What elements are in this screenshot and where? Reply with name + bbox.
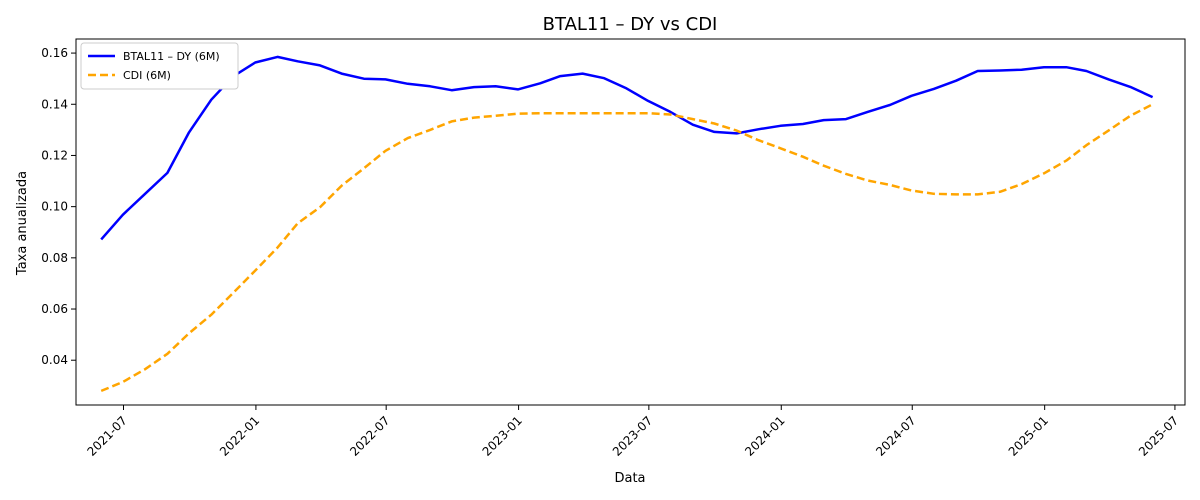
legend: BTAL11 – DY (6M) CDI (6M) bbox=[80, 42, 239, 90]
series-line-cdi bbox=[100, 103, 1154, 393]
y-tick-label: 0.12 bbox=[41, 148, 68, 162]
chart-title: BTAL11 – DY vs CDI bbox=[543, 14, 718, 35]
x-axis-label: Data bbox=[614, 471, 645, 486]
y-axis-ticks: 0.04 0.06 0.08 0.10 0.12 0.14 0.16 bbox=[41, 46, 76, 367]
y-tick-label: 0.14 bbox=[41, 97, 68, 111]
series-line-dy bbox=[100, 55, 1154, 241]
legend-label-dy: BTAL11 – DY (6M) bbox=[123, 50, 220, 63]
y-tick-label: 0.04 bbox=[41, 353, 68, 367]
y-tick-label: 0.16 bbox=[41, 46, 68, 60]
y-tick-label: 0.10 bbox=[41, 200, 68, 214]
y-axis-label: Taxa anualizada bbox=[15, 171, 30, 276]
y-tick-label: 0.08 bbox=[41, 251, 68, 265]
series-layer bbox=[100, 55, 1154, 393]
legend-box bbox=[80, 42, 239, 90]
plot-frame bbox=[75, 38, 1186, 406]
legend-label-cdi: CDI (6M) bbox=[123, 69, 171, 82]
y-tick-label: 0.06 bbox=[41, 302, 68, 316]
